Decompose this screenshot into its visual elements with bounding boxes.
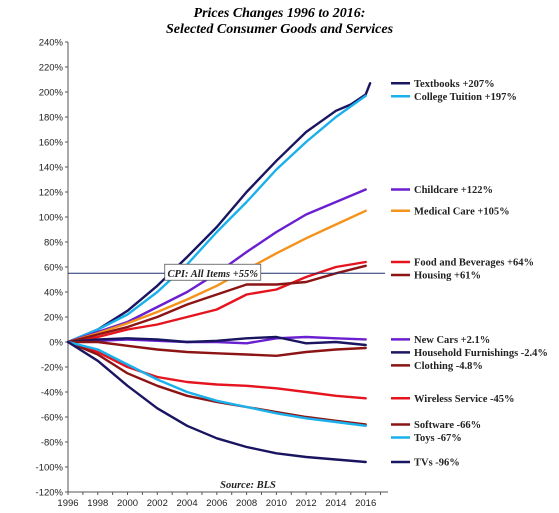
legend-label: TVs -96%	[414, 458, 460, 469]
y-tick-label: 160%	[39, 138, 64, 149]
legend-label: Software -66%	[414, 420, 481, 431]
x-tick-label: 1998	[87, 498, 108, 509]
cpi-label: CPI: All Items +55%	[168, 269, 259, 280]
legend-label: Childcare +122%	[414, 185, 493, 196]
y-tick-label: 220%	[39, 63, 64, 74]
x-tick-label: 2016	[355, 498, 376, 509]
x-tick-label: 2000	[117, 498, 138, 509]
y-tick-label: 140%	[39, 163, 64, 174]
x-tick-label: 2014	[325, 498, 346, 509]
y-tick-label: -120%	[36, 488, 64, 499]
y-tick-label: -100%	[36, 463, 64, 474]
y-tick-label: -20%	[41, 363, 64, 374]
y-tick-label: 20%	[44, 313, 64, 324]
axes: 240% 220% 200% 180% 160% 140% 120% 100% 80% 60% 40…	[36, 38, 388, 509]
legend: Textbooks +207% College Tuition +197% Chil…	[391, 79, 548, 469]
chart-subtitle: Selected Consumer Goods and Services	[165, 22, 394, 37]
series-line	[66, 340, 367, 400]
cpi-label-box	[164, 263, 262, 281]
legend-label: New Cars +2.1%	[414, 335, 490, 346]
x-tick-label: 2006	[206, 498, 227, 509]
legend-label: College Tuition +197%	[414, 92, 517, 103]
series-line	[66, 209, 367, 344]
x-tick-label: 2002	[147, 498, 168, 509]
series-line	[66, 340, 367, 464]
legend-label: Medical Care +105%	[414, 206, 510, 217]
x-tick-label: 2012	[296, 498, 317, 509]
y-tick-label: 60%	[44, 263, 64, 274]
y-tick-label: 180%	[39, 113, 64, 124]
x-tick-label: 1996	[57, 498, 78, 509]
x-tick-label: 2004	[176, 498, 197, 509]
series-line	[66, 335, 367, 347]
series-line	[66, 82, 372, 344]
x-tick-label: 2008	[236, 498, 257, 509]
y-tick-label: -60%	[41, 413, 64, 424]
y-tick-label: 100%	[39, 213, 64, 224]
legend-label: Food and Beverages +64%	[414, 258, 534, 269]
chart-title: Prices Changes 1996 to 2016:	[193, 6, 366, 21]
y-tick-label: -40%	[41, 388, 64, 399]
series-line	[66, 94, 367, 344]
y-tick-label: 200%	[39, 88, 64, 99]
x-tick-label: 2010	[266, 498, 287, 509]
legend-label: Household Furnishings -2.4%	[414, 348, 548, 359]
series-line	[66, 340, 367, 357]
series-line	[66, 340, 367, 427]
legend-label: Wireless Service -45%	[414, 394, 515, 405]
legend-label: Textbooks +207%	[414, 79, 495, 90]
series-line	[66, 264, 367, 344]
y-tick-label: 80%	[44, 238, 64, 249]
legend-label: Toys -67%	[414, 433, 462, 444]
y-tick-label: 40%	[44, 288, 64, 299]
reference-layer: CPI: All Items +55%	[68, 263, 386, 281]
source-note: Source: BLS	[220, 480, 276, 491]
legend-label: Housing +61%	[414, 271, 481, 282]
y-tick-label: 240%	[39, 38, 64, 49]
y-tick-label: 120%	[39, 188, 64, 199]
legend-label: Clothing -4.8%	[414, 361, 483, 372]
y-tick-label: 0%	[49, 338, 63, 349]
y-tick-label: -80%	[41, 438, 64, 449]
